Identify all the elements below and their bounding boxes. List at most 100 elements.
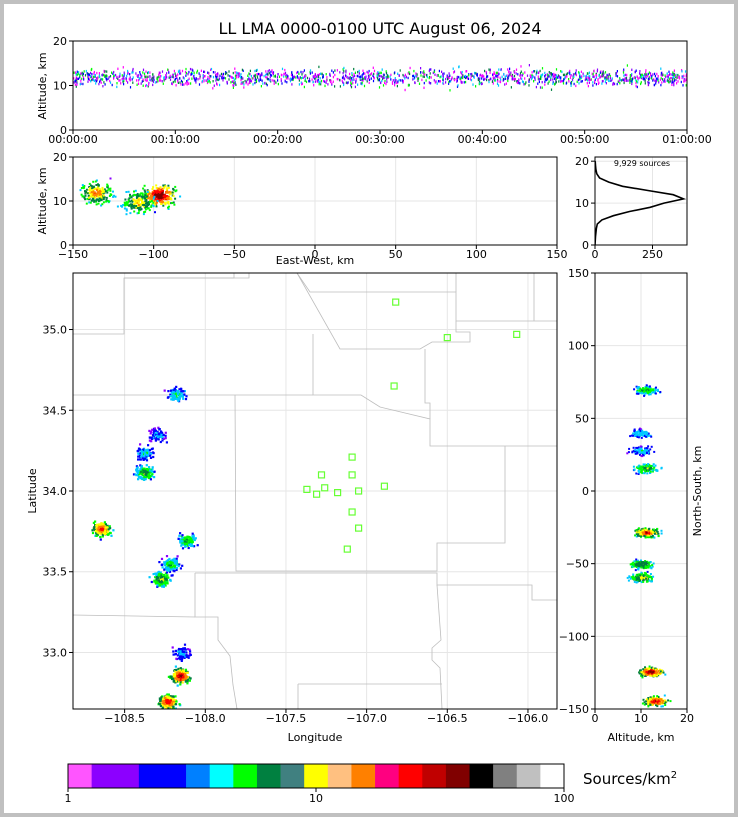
plan-view-point: [110, 534, 113, 537]
time-height-point: [111, 71, 113, 74]
time-height-point: [332, 80, 334, 83]
time-height-point: [438, 80, 440, 83]
north-south-point: [633, 388, 636, 391]
time-height-point: [149, 78, 151, 81]
time-height-point: [156, 80, 158, 84]
time-height-point: [671, 80, 673, 83]
plan-view-point: [176, 392, 180, 395]
north-south-point: [652, 575, 655, 578]
time-height-point: [592, 84, 594, 87]
plan-view-point: [148, 466, 151, 469]
time-height-point: [233, 84, 235, 87]
time-height-point: [592, 73, 594, 76]
plan-view-point: [145, 457, 148, 460]
time-height-point: [673, 79, 676, 82]
plan-view-point: [154, 439, 157, 442]
north-south-point: [644, 666, 646, 669]
time-height-point: [632, 77, 634, 80]
time-height-point: [119, 72, 121, 75]
plan-view-point: [99, 535, 102, 539]
north-south-point: [647, 451, 650, 454]
plan-view-point: [94, 534, 97, 537]
time-height-point: [301, 73, 303, 76]
north-south-point: [659, 670, 662, 673]
time-height-point: [249, 69, 251, 73]
time-height-point: [270, 78, 272, 82]
time-height-point: [190, 73, 192, 76]
east-west-point: [103, 196, 106, 199]
east-west-point: [161, 187, 164, 190]
time-height-point: [73, 77, 75, 80]
time-height-point: [302, 76, 305, 79]
plan-view-point: [160, 581, 163, 584]
time-height-point: [189, 67, 192, 71]
time-height-point: [488, 79, 490, 82]
time-height-point: [166, 72, 168, 75]
time-height-point: [94, 79, 96, 82]
time-height-point: [105, 76, 107, 79]
time-height-point: [123, 82, 125, 86]
time-height-point: [624, 77, 626, 80]
time-height-point: [368, 78, 371, 81]
time-height-point: [229, 74, 231, 78]
plan-view-point: [175, 657, 178, 660]
time-height-point: [544, 83, 546, 86]
north-south-point: [634, 450, 637, 453]
east-west-point: [89, 192, 92, 195]
plan-view-point: [169, 393, 172, 396]
north-south-point: [633, 580, 636, 583]
time-height-point: [367, 74, 370, 78]
north-south-point: [640, 454, 643, 457]
plan-view-point: [150, 470, 153, 473]
time-height-point: [258, 79, 260, 82]
time-height-point: [581, 75, 583, 78]
time-height-point: [254, 76, 256, 80]
time-height-point: [377, 72, 380, 75]
time-height-point: [87, 74, 89, 77]
time-height-point: [428, 76, 430, 80]
time-height-point: [107, 77, 109, 81]
time-height-point: [216, 83, 218, 86]
time-height-point: [367, 78, 369, 81]
east-west-point: [156, 195, 159, 197]
time-height-point: [488, 68, 490, 71]
plan-view-point: [106, 530, 109, 533]
time-height-point: [200, 69, 202, 72]
time-height-point: [392, 79, 394, 82]
plan-view-point: [148, 439, 151, 442]
time-height-point: [82, 72, 84, 76]
time-height-point: [404, 77, 406, 80]
time-height-point: [398, 78, 400, 82]
time-height-point: [267, 77, 269, 81]
time-height-point: [685, 73, 687, 76]
east-west-point: [160, 198, 163, 201]
time-height-point: [609, 76, 611, 80]
plan-view-point: [180, 535, 183, 538]
time-height-point: [347, 81, 349, 84]
east-west-point: [153, 195, 156, 198]
time-height-point: [578, 82, 580, 85]
north-south-point: [652, 562, 655, 565]
plan-view-point: [152, 434, 156, 437]
time-height-point: [209, 81, 211, 84]
plan-view-point: [174, 681, 177, 684]
time-height-point: [284, 80, 286, 83]
north-south-point: [634, 534, 637, 537]
time-height-point: [676, 82, 678, 85]
time-height-point: [95, 79, 97, 82]
time-height-point: [209, 75, 211, 78]
time-height-point: [455, 78, 457, 81]
plan-view-point: [177, 537, 180, 540]
time-height-point: [376, 74, 378, 78]
east-west-point: [92, 186, 95, 189]
time-height-point: [377, 77, 379, 80]
time-height-point: [93, 72, 95, 75]
time-height-point: [235, 77, 237, 80]
time-height-point: [199, 75, 201, 79]
north-south-point: [651, 669, 654, 672]
time-height-point: [636, 85, 638, 89]
east-west-point: [108, 195, 111, 197]
plan-view-point: [164, 437, 167, 440]
time-height-point: [246, 80, 248, 83]
time-height-point: [600, 75, 602, 78]
